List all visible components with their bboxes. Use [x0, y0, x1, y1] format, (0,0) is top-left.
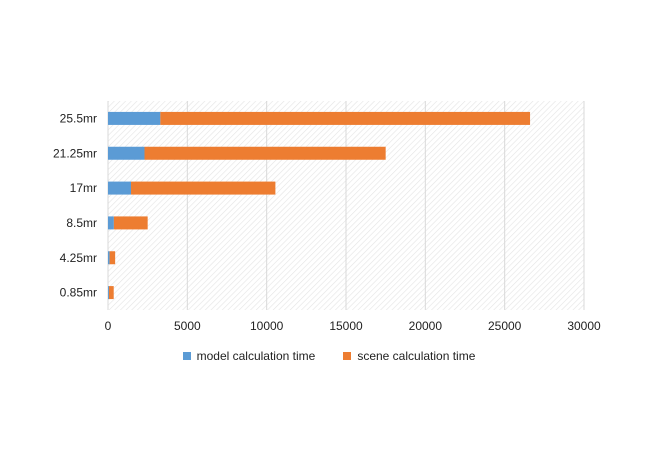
- bar-scene: [109, 251, 116, 265]
- legend-item-scene: scene calculation time: [343, 349, 475, 363]
- x-tick-label: 20000: [409, 319, 443, 333]
- bar-scene: [160, 111, 531, 125]
- y-tick-label: 0.85mr: [60, 286, 97, 300]
- x-tick-label: 30000: [567, 319, 601, 333]
- bars: [108, 111, 531, 300]
- bar-scene: [131, 181, 276, 195]
- gridlines: [107, 101, 585, 310]
- legend-item-model: model calculation time: [182, 349, 316, 363]
- bar-model: [108, 251, 110, 265]
- legend: model calculation time scene calculation…: [0, 349, 658, 363]
- y-tick-label: 17mr: [70, 181, 97, 195]
- bar-scene: [108, 286, 114, 300]
- bar-model: [108, 111, 161, 125]
- bar-model: [108, 146, 145, 160]
- y-axis-ticks: 25.5mr 21.25mr 17mr 8.5mr 4.25mr 0.85mr: [53, 111, 97, 299]
- y-tick-label: 4.25mr: [60, 251, 97, 265]
- x-tick-label: 10000: [250, 319, 284, 333]
- legend-swatch-model: [182, 352, 191, 360]
- y-tick-label: 21.25mr: [53, 146, 97, 160]
- bar-scene: [113, 216, 148, 230]
- x-tick-label: 25000: [488, 319, 522, 333]
- legend-swatch-scene: [343, 352, 352, 360]
- y-tick-label: 8.5mr: [66, 216, 97, 230]
- x-axis-ticks: 0 5000 10000 15000 20000 25000 30000: [105, 319, 601, 333]
- x-tick-label: 0: [105, 319, 112, 333]
- x-tick-label: 5000: [174, 319, 201, 333]
- bar-model: [108, 216, 114, 230]
- y-tick-label: 25.5mr: [60, 111, 97, 125]
- legend-label-scene: scene calculation time: [357, 349, 476, 363]
- legend-label-model: model calculation time: [196, 349, 316, 363]
- x-tick-label: 15000: [329, 319, 363, 333]
- bar-scene: [144, 146, 386, 160]
- bar-model: [108, 286, 109, 300]
- bar-model: [108, 181, 132, 195]
